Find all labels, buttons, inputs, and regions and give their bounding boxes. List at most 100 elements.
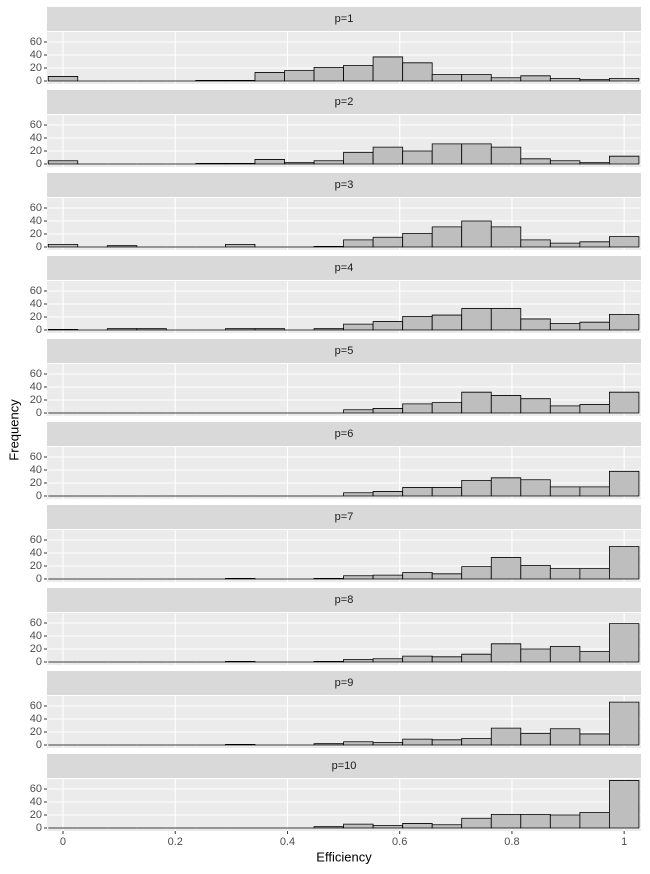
histogram-bar xyxy=(343,323,374,331)
strip xyxy=(47,588,641,612)
histogram-bar xyxy=(284,70,315,82)
histogram-bar xyxy=(313,66,344,82)
histogram-bar xyxy=(225,328,256,331)
histogram-bar xyxy=(402,150,433,165)
histogram-bar xyxy=(372,408,404,414)
histogram-bar xyxy=(490,308,522,331)
y-tick-label: 40 xyxy=(30,381,42,393)
histogram-bar xyxy=(520,398,551,414)
histogram-bar xyxy=(520,564,551,580)
histogram-bar xyxy=(47,76,79,82)
histogram-bar xyxy=(520,318,551,331)
histogram-bar xyxy=(313,328,344,331)
histogram-bar xyxy=(461,308,492,331)
y-tick-label: 20 xyxy=(30,560,42,572)
x-axis-title: Efficiency xyxy=(316,849,372,864)
histogram-bar xyxy=(313,826,344,829)
histogram-bar xyxy=(461,817,492,829)
histogram-bar xyxy=(461,74,492,82)
histogram-bar xyxy=(579,568,610,580)
histogram-bar xyxy=(609,701,640,746)
x-tick-label: 0.2 xyxy=(168,836,183,848)
histogram-bar xyxy=(254,72,285,82)
y-tick-label: 20 xyxy=(30,809,42,821)
y-tick-label: 40 xyxy=(30,132,42,144)
histogram-bar xyxy=(343,151,374,165)
histogram-bar xyxy=(343,659,374,663)
y-tick-label: 0 xyxy=(36,490,42,502)
histogram-bar xyxy=(579,486,610,497)
strip-title: p=7 xyxy=(335,511,354,523)
strip-title: p=5 xyxy=(335,345,354,357)
histogram-bar xyxy=(372,574,404,580)
histogram-bar xyxy=(47,160,79,165)
histogram-bar xyxy=(490,226,522,248)
y-tick-label: 40 xyxy=(30,630,42,642)
histogram-bar xyxy=(225,660,256,663)
histogram-bar xyxy=(549,486,581,497)
histogram-bar xyxy=(225,577,256,580)
histogram-bar xyxy=(431,74,463,82)
histogram-bar xyxy=(313,577,344,580)
y-tick-label: 0 xyxy=(36,573,42,585)
histogram-bar xyxy=(225,244,256,248)
x-tick-label: 0.8 xyxy=(504,836,519,848)
histogram-bar xyxy=(47,328,79,331)
y-tick-label: 60 xyxy=(30,783,42,795)
histogram-bar xyxy=(520,479,551,497)
histogram-bar xyxy=(402,232,433,248)
histogram-bar xyxy=(520,648,551,663)
histogram-bar xyxy=(372,146,404,165)
histogram-bar xyxy=(549,646,581,663)
histogram-bar xyxy=(343,409,374,414)
histogram-bar xyxy=(372,236,404,248)
histogram-bar xyxy=(520,75,551,82)
x-tick-label: 0.6 xyxy=(392,836,407,848)
histogram-bar xyxy=(402,572,433,580)
strip-title: p=4 xyxy=(335,262,354,274)
strip xyxy=(47,7,641,31)
histogram-bar xyxy=(402,823,433,829)
histogram-bar xyxy=(549,405,581,414)
histogram-bar xyxy=(609,470,640,497)
histogram-bar xyxy=(343,492,374,497)
histogram-bar xyxy=(579,79,610,82)
y-tick-label: 0 xyxy=(36,739,42,751)
y-tick-label: 20 xyxy=(30,62,42,74)
y-tick-label: 0 xyxy=(36,822,42,834)
histogram-bar xyxy=(461,480,492,497)
y-tick-label: 0 xyxy=(36,324,42,336)
y-axis-title: Frequency xyxy=(6,399,21,461)
histogram-bar xyxy=(609,780,640,829)
y-tick-label: 0 xyxy=(36,75,42,87)
strip-title: p=6 xyxy=(335,428,354,440)
histogram-bar xyxy=(579,812,610,829)
histogram-bar xyxy=(520,813,551,829)
y-tick-label: 20 xyxy=(30,477,42,489)
histogram-bar xyxy=(579,733,610,746)
histogram-bar xyxy=(490,643,522,663)
histogram-bar xyxy=(461,738,492,746)
histogram-bar xyxy=(343,741,374,746)
y-tick-label: 60 xyxy=(30,368,42,380)
y-tick-label: 40 xyxy=(30,464,42,476)
histogram-bar xyxy=(313,245,344,248)
histogram-bar xyxy=(609,391,640,414)
strip xyxy=(47,422,641,446)
histogram-bar xyxy=(195,162,226,165)
strip-title: p=2 xyxy=(335,96,354,108)
strip xyxy=(47,754,641,778)
y-tick-label: 60 xyxy=(30,617,42,629)
histogram-bar xyxy=(254,159,285,165)
histogram-bar xyxy=(284,162,315,165)
y-tick-label: 20 xyxy=(30,643,42,655)
histogram-bar xyxy=(402,487,433,497)
strip-title: p=10 xyxy=(332,760,357,772)
histogram-bar xyxy=(490,477,522,497)
histogram-bar xyxy=(549,814,581,829)
histogram-bar xyxy=(520,732,551,746)
y-tick-label: 60 xyxy=(30,202,42,214)
histogram-bar xyxy=(431,402,463,414)
histogram-bar xyxy=(225,79,256,82)
histogram-bar xyxy=(490,146,522,165)
